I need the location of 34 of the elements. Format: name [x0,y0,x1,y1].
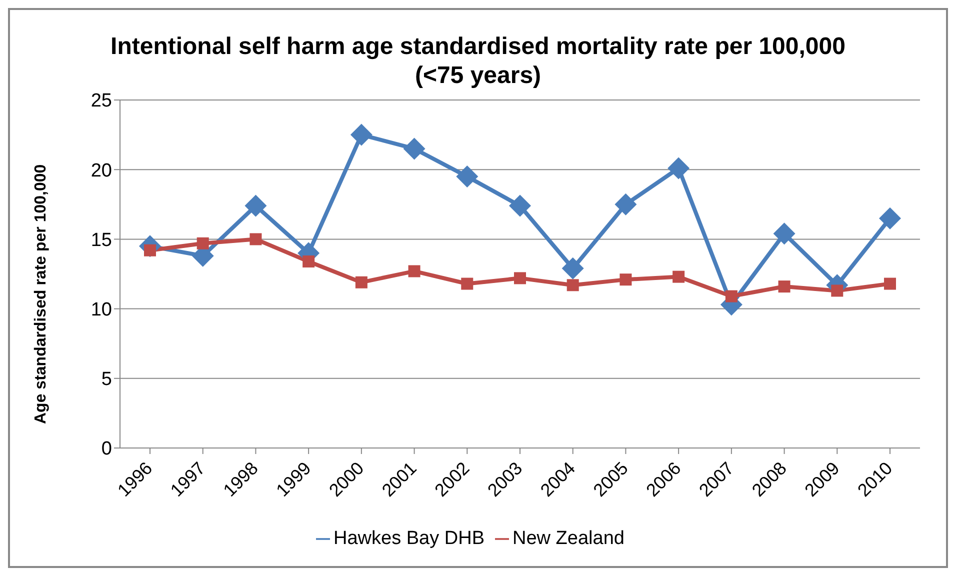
point [725,290,738,302]
point [778,280,790,293]
point [614,193,637,216]
y-tick-label: 20 [90,160,112,182]
point [620,274,632,286]
point [773,222,796,245]
point [884,278,896,290]
point [668,157,690,180]
legend-label: Hawkes Bay DHB [334,528,485,549]
y-tick-label: 25 [90,90,112,112]
point [456,166,478,188]
point [566,279,579,292]
point [461,278,474,290]
point [831,284,844,297]
point [408,265,420,278]
point [514,272,526,284]
legend-label: New Zealand [512,528,624,549]
point [244,194,267,217]
point [562,257,584,280]
y-tick-label: 15 [90,230,112,251]
chart-title: Intentional self harm age standardised mortality rate per 100,000 (<75 years) [110,32,846,90]
y-tick-label: 10 [90,300,112,321]
point [196,237,209,250]
y-axis-title: Age standardised rate per 100,000 [32,164,50,424]
y-tick-label: 0 [101,438,112,460]
point [509,194,531,217]
point [350,124,372,146]
point [302,255,315,268]
point [355,276,368,288]
point [879,207,901,230]
point [250,233,262,246]
point [403,138,426,160]
point [672,270,685,283]
y-tick-label: 5 [101,369,112,390]
